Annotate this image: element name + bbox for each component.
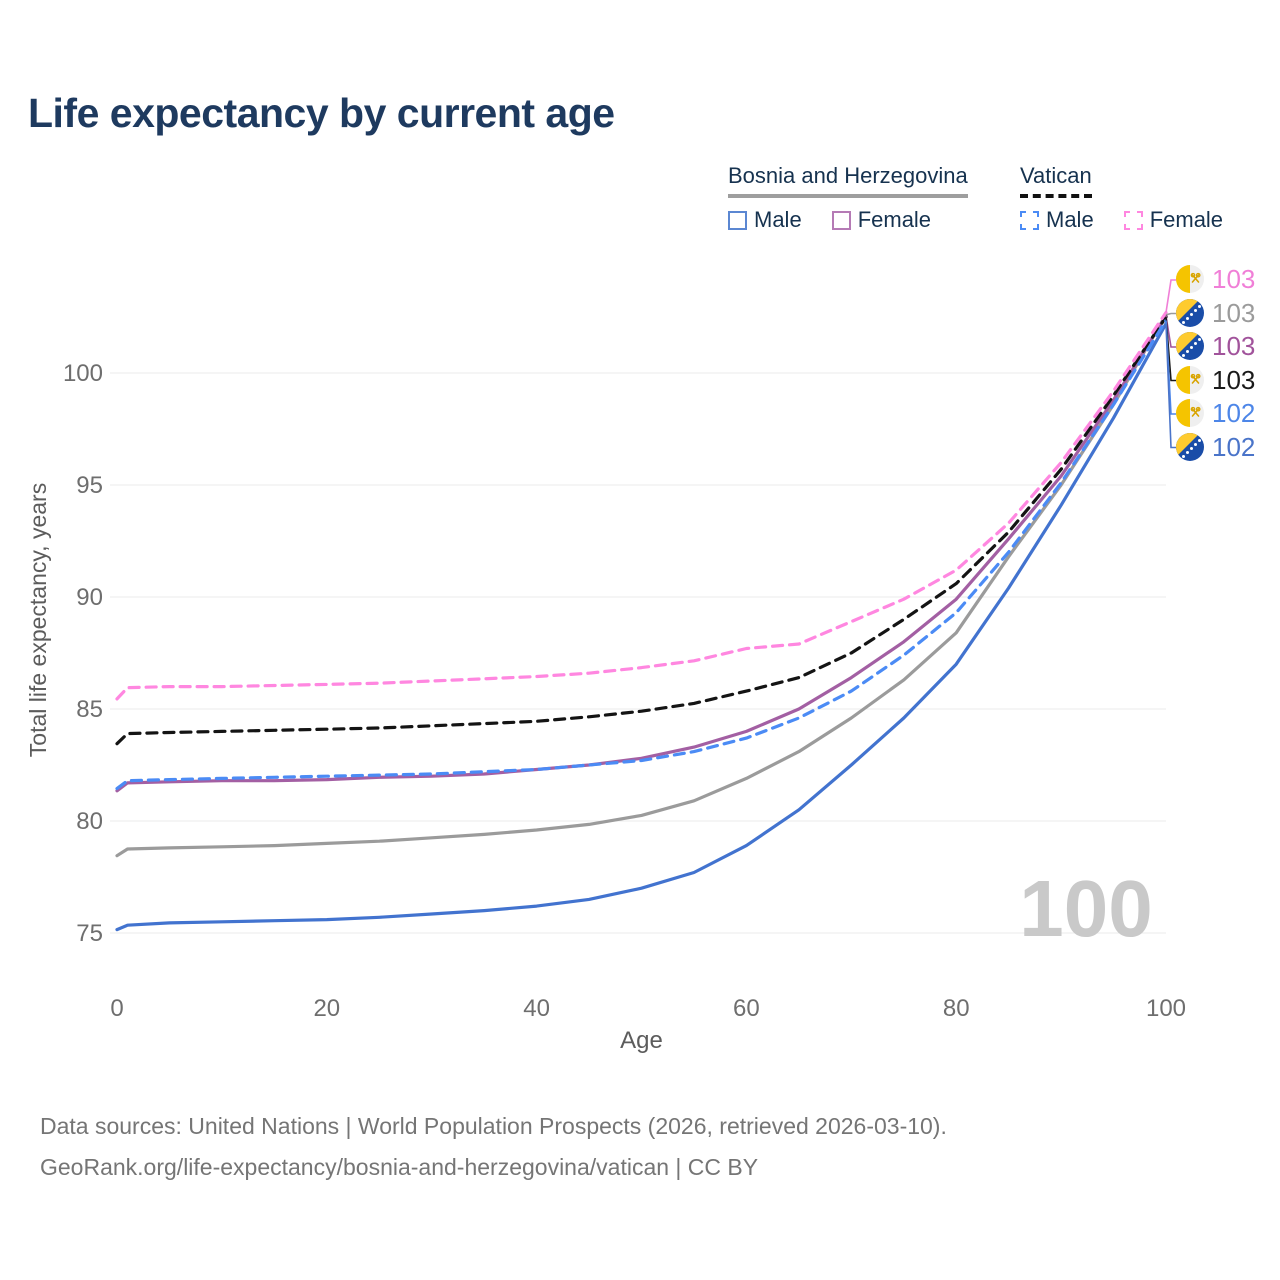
series-line-vatican-female <box>115 310 1168 701</box>
x-tick-label: 0 <box>110 995 123 1022</box>
end-label-value: 103 <box>1212 297 1256 328</box>
y-tick-label: 90 <box>76 584 103 611</box>
legend-swatch-icon <box>728 210 747 230</box>
line-chart-plot[interactable]: 75 80 85 90 95 100 0 20 40 60 80 100 Age Total life e… <box>0 0 1280 1075</box>
legend-item-vatican-male[interactable]: Male <box>1020 207 1094 233</box>
footer: Data sources: United Nations | World Pop… <box>40 1106 947 1188</box>
series-line-vatican <box>115 315 1168 746</box>
legend-item-label: Female <box>1149 207 1224 232</box>
end-label-value: 103 <box>1212 331 1256 361</box>
end-label-value: 103 <box>1212 264 1256 294</box>
x-tick-label: 20 <box>313 995 340 1022</box>
y-tick-label: 100 <box>63 360 103 387</box>
legend-country-label: Vatican <box>1020 163 1092 198</box>
leader-line <box>1165 279 1178 313</box>
legend-item-label: Male <box>754 207 802 232</box>
flag-vatican-icon <box>1176 365 1204 394</box>
legend-item-bosnia-male[interactable]: Male <box>728 207 802 233</box>
x-axis-title: Age <box>620 1027 663 1054</box>
flag-vatican-icon <box>1176 399 1204 427</box>
end-label-value: 102 <box>1212 398 1256 428</box>
end-label-bosnia-and-herzegovina: 103 <box>1176 297 1256 328</box>
legend-group-bosnia: Bosnia and Herzegovina Male Female <box>728 163 968 233</box>
page-title: Life expectancy by current age <box>28 90 615 136</box>
x-tick-label: 80 <box>943 995 970 1022</box>
x-tick-label: 40 <box>523 995 550 1022</box>
y-tick-label: 95 <box>76 472 103 499</box>
flag-vatican-icon <box>1176 265 1204 293</box>
leader-line <box>1165 323 1178 449</box>
legend-country-label: Bosnia and Herzegovina <box>728 163 968 198</box>
y-tick-label: 85 <box>76 696 103 723</box>
end-label-bosnia-and-herzegovina-male: 102 <box>1176 431 1256 462</box>
legend-swatch-icon <box>831 210 851 230</box>
footer-sources: Data sources: United Nations | World Pop… <box>40 1113 947 1139</box>
flag-bosnia-icon <box>1176 298 1204 327</box>
x-tick-label: 100 <box>1146 995 1186 1022</box>
y-tick-label: 75 <box>76 920 103 947</box>
end-label-bosnia-and-herzegovina-female: 103 <box>1176 332 1255 360</box>
x-tick-label: 60 <box>733 995 760 1022</box>
leader-line <box>1165 315 1178 348</box>
series-line-bosnia-and-herzegovina <box>115 313 1168 858</box>
end-label-vatican-female: 103 <box>1176 265 1255 293</box>
y-tick-label: 80 <box>76 808 103 835</box>
legend-item-bosnia-female[interactable]: Female <box>831 207 932 233</box>
legend-swatch-icon <box>1020 210 1039 230</box>
end-label-vatican: 103 <box>1176 364 1256 395</box>
series-line-vatican-male <box>115 318 1168 791</box>
end-label-value: 103 <box>1212 364 1256 395</box>
legend-item-vatican-female[interactable]: Female <box>1123 207 1224 233</box>
series-line-bosnia-and-herzegovina-male <box>115 322 1168 932</box>
end-label-value: 102 <box>1212 431 1256 462</box>
legend-swatch-icon <box>1123 210 1143 230</box>
legend-item-label: Female <box>857 207 932 232</box>
legend-item-label: Male <box>1046 207 1094 232</box>
footer-attribution: GeoRank.org/life-expectancy/bosnia-and-h… <box>40 1154 759 1180</box>
end-label-vatican-male: 102 <box>1176 399 1255 427</box>
flag-bosnia-icon <box>1176 332 1204 360</box>
flag-bosnia-icon <box>1176 432 1204 461</box>
leader-line <box>1165 312 1178 316</box>
legend-group-vatican: Vatican Male Female <box>1020 163 1223 233</box>
age-watermark: 100 <box>1019 864 1152 953</box>
y-axis-title: Total life expectancy, years <box>25 483 51 757</box>
